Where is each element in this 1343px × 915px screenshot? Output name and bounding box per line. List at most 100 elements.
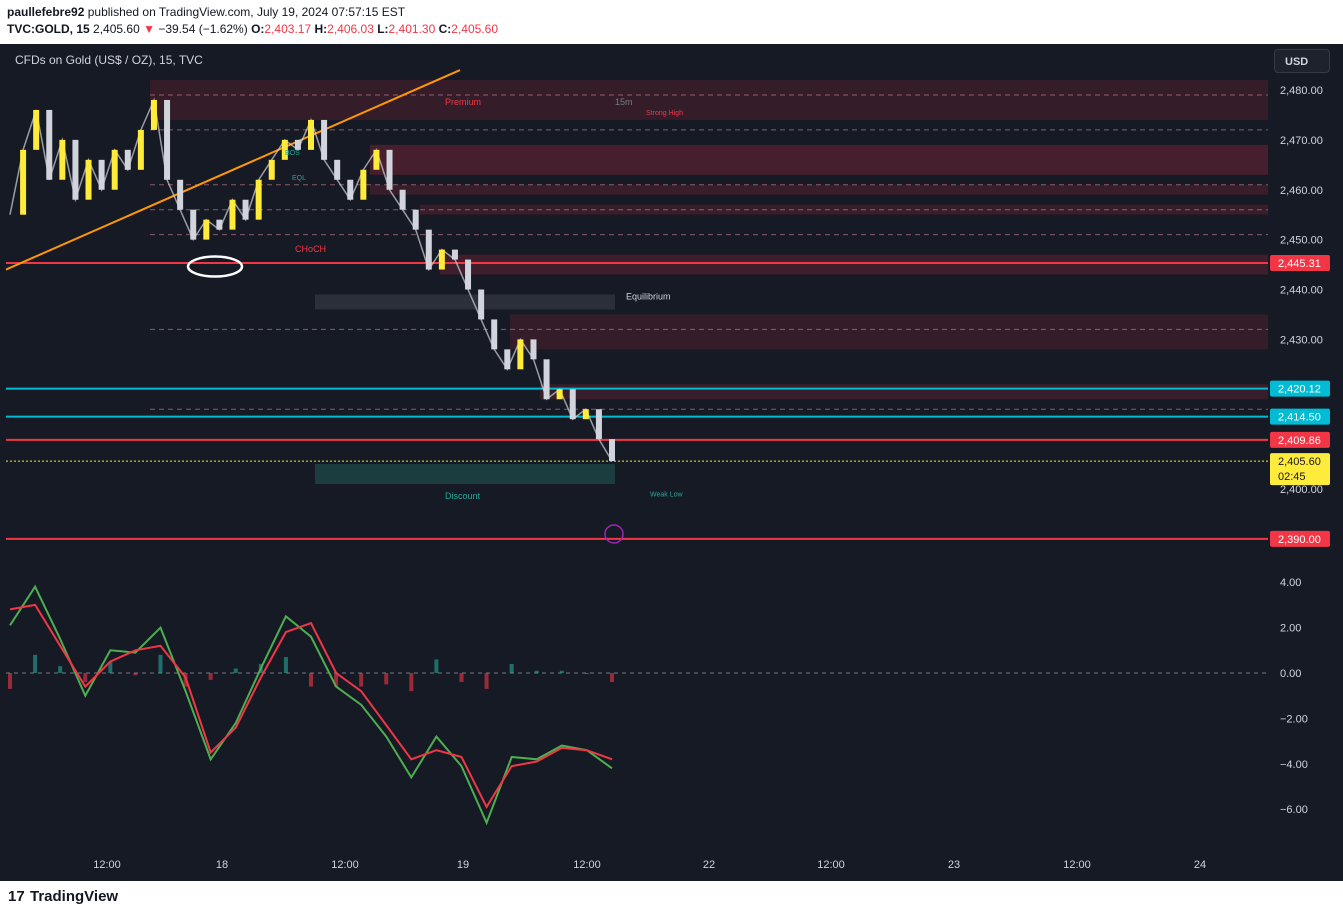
candle	[59, 139, 66, 180]
candle	[491, 319, 498, 350]
time-tick-label: 12:00	[93, 859, 121, 871]
macd-histogram-bar	[459, 673, 464, 683]
price-change: −39.54 (−1.62%)	[158, 22, 248, 36]
chart-annotation: BOS	[285, 150, 300, 157]
macd-histogram-bar	[133, 673, 138, 676]
candle	[595, 409, 602, 440]
lightning-icon	[604, 524, 624, 544]
price-label-tag	[1270, 530, 1330, 547]
macd-histogram-bar	[434, 659, 439, 673]
macd-histogram-bar	[8, 673, 12, 689]
chart-canvas[interactable]: 2,480.00 2,470.00 2,460.00 2,450.00 2,440.00…	[0, 44, 1343, 881]
candle	[465, 259, 472, 290]
open-label: O:	[251, 22, 265, 36]
close-label: C:	[438, 22, 452, 36]
price-label-tag	[1270, 408, 1330, 425]
macd-tick-label: −2.00	[1280, 713, 1308, 725]
macd-tick-label: −6.00	[1280, 804, 1308, 816]
price-label-tag	[1270, 453, 1330, 486]
candle	[478, 289, 485, 320]
macd-histogram-bar	[158, 654, 163, 673]
macd-tick-label: 2.00	[1280, 623, 1301, 635]
candle	[556, 389, 563, 400]
trendline	[5, 69, 461, 271]
price-label-text: 2,420.12	[1278, 384, 1321, 396]
time-tick-label: 12:00	[573, 859, 601, 871]
price-line	[9, 97, 613, 462]
supply-zone-3	[440, 254, 1268, 275]
annotation-layer: Premium Strong High Equilibrium Discount Wea…	[285, 97, 683, 544]
low-label: L:	[377, 22, 389, 36]
macd-fast-line	[9, 584, 613, 826]
candle	[347, 179, 354, 200]
macd-histogram-bar	[559, 670, 564, 673]
price-tick-label: 2,460.00	[1280, 185, 1323, 197]
candle	[46, 109, 53, 180]
price-label-text: 2,409.86	[1278, 435, 1321, 447]
macd-histogram-bar	[384, 673, 389, 685]
price-label-text: 2,445.31	[1278, 258, 1321, 270]
time-tick-label: 24	[1194, 859, 1206, 871]
price-label-text: 2,414.50	[1278, 412, 1321, 424]
chart-annotation: Discount	[445, 491, 481, 501]
candle	[268, 159, 275, 180]
time-tick-label: 19	[457, 859, 469, 871]
highlight-ellipse	[186, 255, 244, 278]
time-tick-label: 12:00	[1063, 859, 1091, 871]
supply-zone-4	[510, 314, 1268, 350]
macd-histogram-bar	[534, 670, 539, 673]
tradingview-logo[interactable]: 17 TradingView	[8, 888, 118, 905]
candle	[451, 249, 458, 260]
chart-area[interactable]: 2,480.00 2,470.00 2,460.00 2,450.00 2,440.00…	[0, 44, 1343, 881]
symbol-info-line: TVC:GOLD, 15 2,405.60 ▼ −39.54 (−1.62%) …	[7, 22, 498, 36]
macd-histogram-bar	[309, 673, 313, 687]
open-value: 2,403.17	[264, 22, 312, 36]
candle	[150, 99, 157, 130]
low-value: 2,401.30	[388, 22, 436, 36]
close-value: 2,405.60	[451, 22, 498, 36]
candle	[582, 409, 589, 420]
candle	[438, 249, 445, 270]
macd-tick-label: 4.00	[1280, 577, 1301, 589]
candle	[98, 159, 105, 190]
macd-histogram-bar	[233, 668, 238, 673]
macd-histogram-bar	[283, 657, 288, 673]
macd-signal-line	[9, 603, 613, 809]
author-name[interactable]: paullefebre92	[7, 5, 85, 19]
macd-tick-label: −4.00	[1280, 759, 1308, 771]
axis-layer: 2,480.00 2,470.00 2,460.00 2,450.00 2,440.00…	[93, 85, 1323, 871]
candle	[216, 219, 223, 230]
macd-histogram-bar	[584, 673, 589, 674]
zones-layer	[150, 80, 1268, 485]
macd-histogram-bar	[509, 663, 514, 673]
candle	[137, 129, 144, 170]
discount-zone	[315, 464, 615, 485]
chart-annotation: Equilibrium	[626, 291, 671, 301]
candle	[334, 159, 341, 180]
candle	[203, 219, 210, 240]
down-arrow-icon: ▼	[143, 22, 155, 36]
candle	[190, 209, 197, 240]
macd-histogram-bar	[83, 673, 88, 683]
levels-layer	[5, 69, 1268, 540]
published-text: published on TradingView.com, July 19, 2…	[87, 5, 406, 19]
equilibrium-zone	[315, 294, 615, 310]
price-label-text: 2,405.60	[1278, 456, 1321, 468]
candle	[399, 189, 406, 210]
candle	[281, 139, 288, 160]
candle	[33, 109, 40, 150]
publication-header: paullefebre92 published on TradingView.c…	[0, 0, 1343, 44]
macd-histogram-bar	[359, 673, 364, 687]
candle	[164, 99, 171, 180]
macd-histogram-bar	[484, 673, 489, 689]
symbol-title: CFDs on Gold (US$ / OZ), 15, TVC	[15, 53, 203, 67]
premium-zone	[150, 80, 1268, 120]
candle	[294, 139, 301, 150]
currency-button[interactable]: USD	[1274, 49, 1330, 73]
high-value: 2,406.03	[327, 22, 374, 36]
symbol-name[interactable]: TVC:GOLD, 15	[7, 22, 90, 36]
premium-zone-2	[370, 144, 1268, 175]
high-label: H:	[314, 22, 328, 36]
brand-name: TradingView	[30, 888, 119, 905]
candle	[360, 169, 367, 200]
